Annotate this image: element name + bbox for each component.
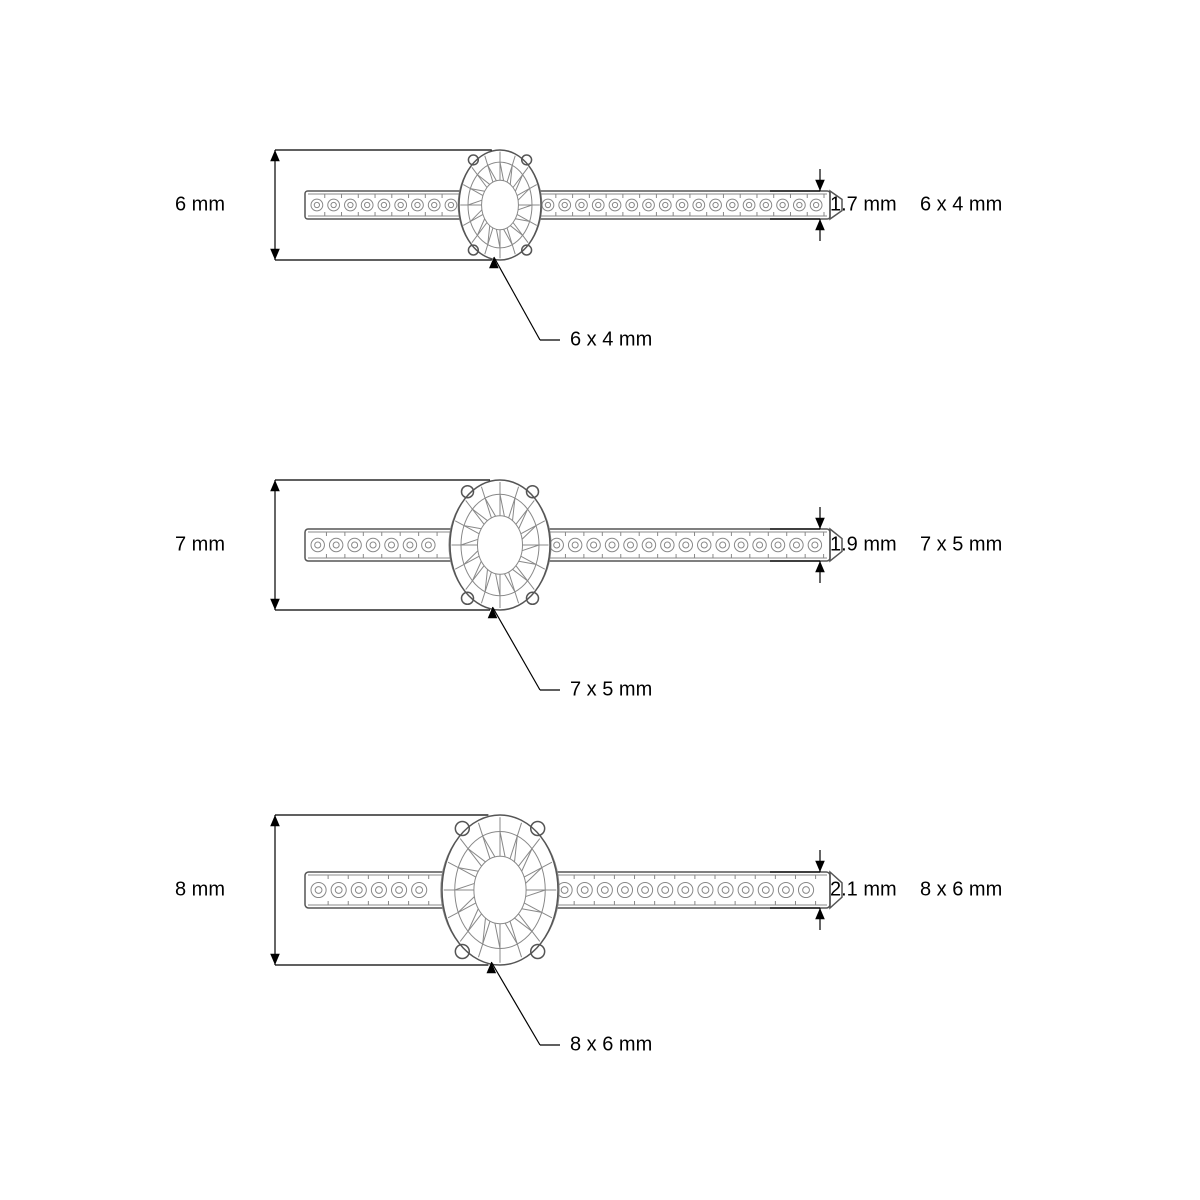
height-label: 6 mm (175, 193, 225, 215)
stone-size-callout-label: 6 x 4 mm (570, 328, 652, 350)
stone-size-callout-label: 8 x 6 mm (570, 1033, 652, 1055)
height-label: 7 mm (175, 533, 225, 555)
diagram-canvas: 6 mm 1.7 mm 6 x 4 mm 6 x 4 mm 7 mm 1.9 mm 7 x … (0, 0, 1200, 1200)
ring-variant-2: 8 mm 2.1 mm 8 x 6 mm 8 x 6 mm (175, 815, 1002, 1055)
stone-size-callout-label: 7 x 5 mm (570, 678, 652, 700)
band-thickness-label: 1.7 mm (830, 193, 897, 215)
height-label: 8 mm (175, 878, 225, 900)
stone-size-side-label: 8 x 6 mm (920, 878, 1002, 900)
band-thickness-label: 1.9 mm (830, 533, 897, 555)
ring-variant-0: 6 mm 1.7 mm 6 x 4 mm 6 x 4 mm (175, 150, 1002, 350)
ring-variant-1: 7 mm 1.9 mm 7 x 5 mm 7 x 5 mm (175, 480, 1002, 700)
band-thickness-label: 2.1 mm (830, 878, 897, 900)
stone-size-side-label: 7 x 5 mm (920, 533, 1002, 555)
stone-size-side-label: 6 x 4 mm (920, 193, 1002, 215)
